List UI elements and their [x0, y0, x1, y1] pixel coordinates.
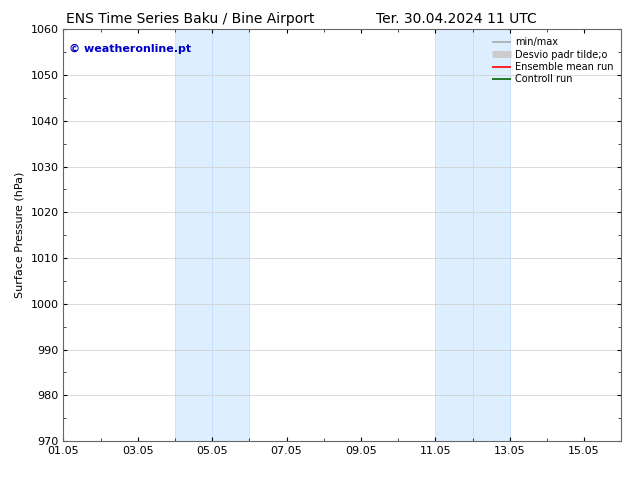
Bar	[175, 29, 212, 441]
Text: © weatheronline.pt: © weatheronline.pt	[69, 44, 191, 54]
Bar	[212, 29, 249, 441]
Bar	[436, 29, 472, 441]
Legend: min/max, Desvio padr tilde;o, Ensemble mean run, Controll run: min/max, Desvio padr tilde;o, Ensemble m…	[489, 34, 616, 87]
Bar	[472, 29, 510, 441]
Text: Ter. 30.04.2024 11 UTC: Ter. 30.04.2024 11 UTC	[376, 12, 537, 26]
Text: ENS Time Series Baku / Bine Airport: ENS Time Series Baku / Bine Airport	[66, 12, 314, 26]
Y-axis label: Surface Pressure (hPa): Surface Pressure (hPa)	[15, 172, 25, 298]
